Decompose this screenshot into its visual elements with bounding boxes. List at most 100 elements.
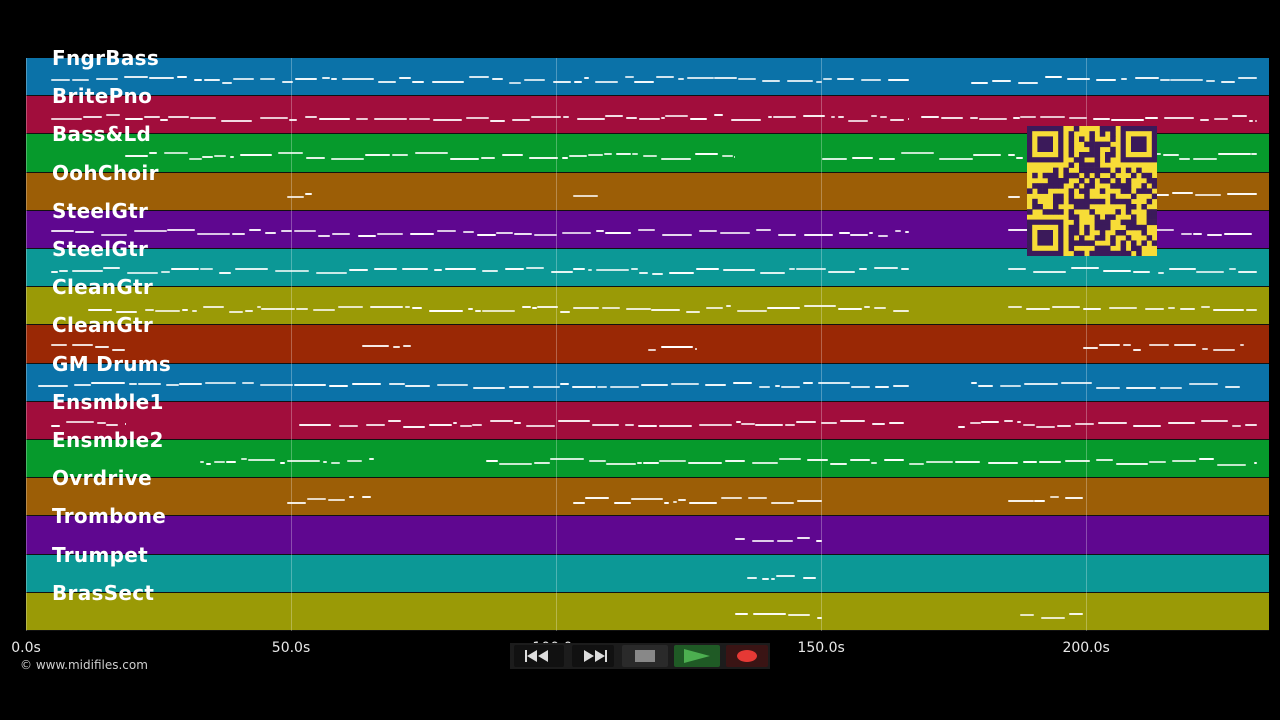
track-row[interactable]	[26, 249, 1269, 288]
midi-note	[318, 234, 331, 237]
midi-note	[671, 383, 699, 386]
midi-note	[1163, 116, 1194, 119]
midi-note	[1144, 228, 1174, 231]
track-row[interactable]	[26, 287, 1269, 326]
midi-note	[287, 459, 320, 462]
midi-note	[256, 306, 261, 309]
midi-note	[613, 502, 631, 505]
midi-note	[775, 384, 781, 387]
track-row[interactable]	[26, 478, 1269, 517]
record-button[interactable]	[726, 645, 768, 667]
fast-forward-button[interactable]	[572, 645, 614, 667]
midi-note	[275, 269, 309, 272]
midi-note	[352, 382, 382, 385]
midi-note	[735, 420, 741, 423]
midi-note	[1083, 307, 1101, 310]
midi-note	[492, 78, 503, 81]
midi-note	[499, 463, 532, 466]
midi-note	[200, 268, 214, 271]
midi-note	[387, 420, 401, 423]
play-icon	[684, 649, 710, 663]
midi-note	[861, 78, 882, 81]
midi-note	[858, 268, 867, 271]
track-row[interactable]	[26, 325, 1269, 364]
midi-note	[872, 422, 886, 425]
midi-note	[241, 458, 247, 461]
midi-note	[663, 501, 669, 504]
track-row[interactable]	[26, 58, 1269, 97]
midi-note	[213, 460, 225, 463]
midi-note	[203, 79, 221, 82]
midi-note	[1122, 344, 1132, 347]
midi-note	[803, 305, 836, 308]
midi-note	[734, 612, 749, 615]
stop-button[interactable]	[622, 645, 668, 667]
midi-note	[601, 306, 621, 309]
midi-note	[815, 540, 822, 543]
midi-note	[625, 76, 635, 79]
midi-note	[167, 228, 195, 231]
midi-note	[161, 270, 171, 273]
midi-note	[1192, 233, 1202, 236]
midi-note	[528, 156, 558, 159]
midi-note	[850, 234, 869, 237]
midi-note	[890, 119, 904, 122]
midi-note	[444, 268, 476, 271]
midi-note	[66, 421, 94, 424]
rewind-button[interactable]	[514, 645, 564, 667]
midi-note	[802, 577, 817, 580]
track-row[interactable]	[26, 363, 1269, 402]
midi-note	[260, 383, 294, 386]
track-row[interactable]	[26, 401, 1269, 440]
midi-note	[1144, 307, 1164, 310]
fast-forward-icon	[584, 650, 607, 662]
midi-note	[468, 76, 490, 79]
midi-note	[1069, 613, 1083, 616]
midi-note	[721, 155, 734, 158]
midi-note	[474, 309, 481, 312]
play-button[interactable]	[674, 645, 720, 667]
track-label: SteelGtr	[52, 237, 149, 261]
midi-note	[1244, 424, 1257, 427]
midi-note	[315, 271, 347, 274]
midi-note	[864, 305, 871, 308]
midi-note	[958, 425, 966, 428]
midi-note	[1192, 157, 1217, 160]
midi-note	[481, 270, 499, 273]
midi-note	[155, 310, 181, 313]
midi-note	[803, 382, 814, 385]
midi-note	[1064, 496, 1083, 499]
midi-note	[331, 78, 337, 81]
track-row[interactable]	[26, 592, 1269, 631]
track-row[interactable]	[26, 554, 1269, 593]
midi-note	[485, 459, 498, 462]
midi-note	[795, 420, 817, 423]
midi-note	[1232, 114, 1248, 117]
midi-note	[361, 345, 389, 348]
track-row[interactable]	[26, 440, 1269, 479]
midi-note	[576, 117, 605, 120]
midi-note	[365, 154, 390, 157]
midi-note	[295, 78, 318, 81]
midi-note	[908, 462, 924, 465]
midi-note	[759, 386, 771, 389]
qr-code	[1027, 126, 1158, 257]
midi-note	[573, 268, 586, 271]
midi-note	[734, 537, 746, 540]
midi-note	[585, 497, 610, 500]
midi-note	[796, 537, 810, 540]
midi-note	[752, 613, 787, 616]
midi-note	[194, 78, 203, 81]
midi-note	[659, 459, 686, 462]
midi-note	[1018, 81, 1039, 84]
track-row[interactable]	[26, 516, 1269, 555]
midi-note	[604, 153, 613, 156]
midi-note	[1205, 79, 1216, 82]
midi-note	[357, 234, 377, 237]
midi-note	[1226, 193, 1257, 196]
midi-note	[1099, 343, 1120, 346]
midi-note	[688, 462, 722, 465]
midi-note	[392, 153, 408, 156]
midi-note	[244, 310, 254, 313]
midi-note	[1034, 499, 1046, 502]
